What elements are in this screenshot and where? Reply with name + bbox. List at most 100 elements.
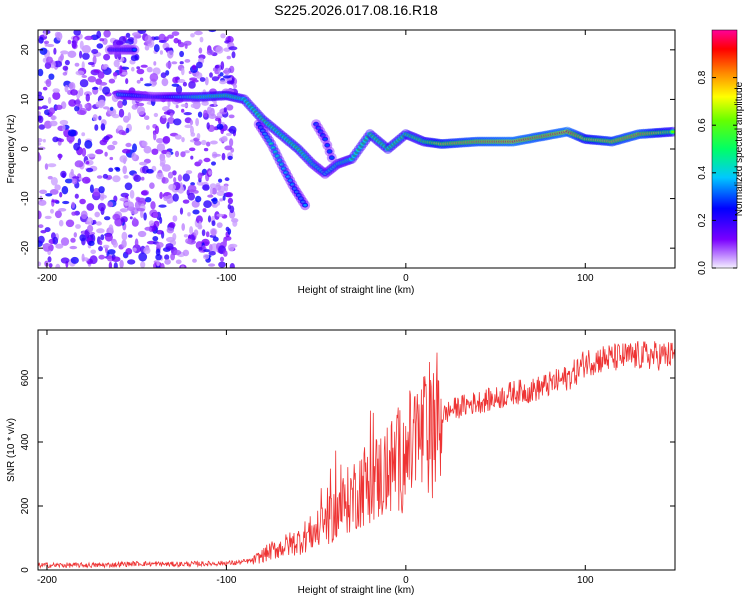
heatmap-cell: [259, 126, 263, 129]
heatmap-cell: [152, 212, 159, 219]
heatmap-cell: [98, 115, 102, 121]
heatmap-cell: [212, 153, 221, 157]
heatmap-cell: [71, 178, 78, 185]
heatmap-cell: [222, 238, 227, 247]
heatmap-cell: [111, 256, 121, 263]
heatmap-cell: [92, 86, 99, 90]
heatmap-cell: [75, 98, 81, 107]
heatmap-cell: [120, 208, 126, 213]
heatmap-cell: [216, 222, 223, 229]
heatmap-cell: [132, 217, 137, 224]
heatmap-cell: [195, 215, 203, 224]
heatmap-cell: [93, 69, 101, 73]
heatmap-cell: [208, 113, 217, 119]
heatmap-cell: [206, 141, 211, 147]
heatmap-cell: [131, 152, 137, 161]
heatmap-cell: [99, 38, 105, 42]
snr-y-tick-label: 400: [20, 433, 31, 450]
heatmap-cell: [222, 195, 226, 201]
heatmap-cell: [198, 221, 202, 229]
heatmap-cell: [208, 263, 216, 267]
heatmap-cell: [354, 151, 359, 154]
heatmap-cell: [143, 246, 151, 255]
heatmap-cell: [174, 134, 182, 140]
heatmap-cell: [112, 39, 121, 48]
snr-x-ticks: -200 -100 0 100: [37, 330, 594, 586]
heatmap-cell: [192, 79, 199, 83]
heatmap-cell: [167, 49, 174, 59]
heatmap-cell: [108, 261, 113, 268]
heatmap-cell: [44, 163, 49, 170]
heatmap-cell: [211, 98, 216, 103]
heatmap-cell: [145, 197, 152, 203]
heatmap-cell: [228, 46, 238, 51]
heatmap-cell: [44, 215, 52, 220]
heatmap-cell: [86, 153, 96, 158]
heatmap-cell: [74, 193, 79, 199]
heatmap-cell: [144, 115, 150, 120]
heatmap-cell: [162, 106, 170, 112]
heatmap-cell: [284, 171, 288, 174]
heatmap-cell: [98, 186, 105, 194]
heatmap-cell: [81, 147, 87, 157]
heatmap-cell: [173, 249, 182, 256]
heatmap-cell: [273, 151, 278, 154]
heatmap-cell: [271, 147, 276, 150]
heatmap-cell: [323, 137, 327, 141]
heatmap-cell: [227, 204, 231, 210]
heatmap-cell: [156, 242, 164, 248]
heatmap-cell: [140, 176, 145, 181]
heatmap-cell: [301, 200, 305, 204]
heatmap-cell: [44, 260, 49, 267]
heatmap-cell: [159, 216, 163, 224]
heatmap-cell: [124, 201, 131, 206]
heatmap-cell: [44, 227, 51, 233]
heatmap-cell: [165, 243, 174, 250]
heatmap-cell: [201, 100, 209, 106]
heatmap-cell: [70, 89, 78, 96]
heatmap-cell: [115, 167, 121, 172]
heatmap-cell: [201, 229, 206, 237]
heatmap-cell: [204, 76, 209, 86]
heatmap-cell: [58, 153, 62, 161]
heatmap-cell: [89, 184, 94, 193]
heatmap-cell: [107, 144, 116, 151]
heatmap-cell: [98, 254, 105, 260]
snr-plot-area: [38, 340, 675, 569]
heatmap-cell: [286, 175, 290, 178]
heatmap-cell: [192, 209, 200, 215]
heatmap-cell: [352, 154, 357, 157]
heatmap-x-tick-label: 100: [577, 273, 594, 284]
heatmap-cell: [131, 66, 135, 72]
heatmap-cell: [47, 97, 52, 104]
heatmap-cell: [203, 147, 209, 152]
heatmap-cell: [137, 230, 147, 238]
heatmap-cell: [155, 254, 162, 261]
heatmap-cell: [99, 139, 108, 146]
heatmap-cell: [184, 59, 191, 63]
heatmap-cell: [180, 151, 186, 158]
heatmap-cell: [207, 194, 214, 198]
heatmap-cell: [96, 228, 105, 234]
heatmap-cell: [171, 31, 180, 36]
heatmap-cell: [671, 130, 675, 133]
heatmap-cell: [47, 256, 52, 263]
heatmap-cell: [55, 104, 63, 111]
heatmap-cell: [330, 156, 334, 159]
heatmap-cell: [325, 144, 330, 147]
heatmap-cell: [208, 170, 213, 176]
heatmap-cell: [112, 241, 118, 248]
heatmap-cell: [76, 110, 86, 115]
heatmap-cell: [152, 67, 161, 75]
heatmap-cell: [87, 76, 97, 83]
heatmap-cell: [68, 99, 77, 107]
heatmap-cell: [134, 238, 139, 248]
heatmap-cell: [113, 59, 120, 68]
heatmap-cell: [140, 190, 148, 196]
heatmap-cell: [44, 62, 52, 69]
heatmap-cell: [197, 111, 203, 118]
heatmap-cell: [209, 88, 217, 95]
heatmap-cell: [196, 133, 201, 140]
heatmap-cell: [153, 112, 159, 118]
heatmap-cell: [38, 91, 43, 97]
